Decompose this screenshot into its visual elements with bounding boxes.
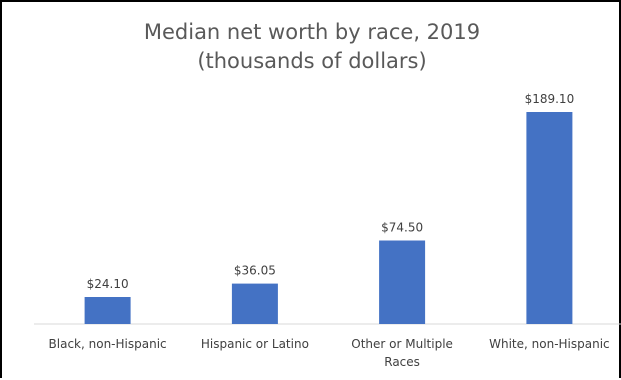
data-labels-group: $24.10 $36.05 $74.50 $189.10 bbox=[87, 92, 575, 291]
bar-2 bbox=[231, 283, 278, 324]
data-label-2: $36.05 bbox=[234, 264, 276, 278]
data-label-1: $24.10 bbox=[87, 277, 129, 291]
x-tick-label-3: Other or Multiple Races bbox=[351, 337, 453, 369]
x-tick-label-4: White, non-Hispanic bbox=[489, 337, 610, 351]
x-tick-labels-group: Black, non-Hispanic Hispanic or Latino Oth… bbox=[49, 337, 610, 369]
bar-3 bbox=[379, 240, 426, 324]
bar-1 bbox=[84, 297, 131, 324]
data-label-3: $74.50 bbox=[381, 221, 423, 235]
chart-title: Median net worth by race, 2019 (thousand… bbox=[143, 20, 481, 73]
bar-4 bbox=[526, 112, 573, 324]
x-tick-label-2: Hispanic or Latino bbox=[201, 337, 309, 351]
data-label-4: $189.10 bbox=[525, 92, 575, 106]
bars-group bbox=[84, 112, 573, 324]
x-tick-label-1: Black, non-Hispanic bbox=[49, 337, 167, 351]
